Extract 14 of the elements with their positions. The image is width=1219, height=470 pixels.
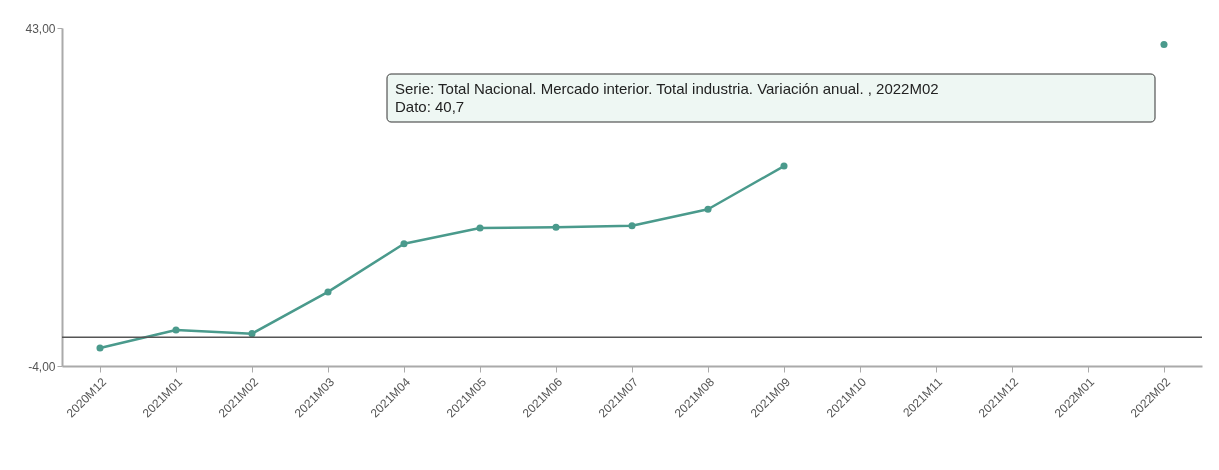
y-tick-label: 43,00 bbox=[25, 21, 56, 36]
point bbox=[780, 162, 788, 170]
point bbox=[96, 344, 104, 352]
point bbox=[324, 288, 332, 296]
point bbox=[552, 223, 560, 231]
y-tick-label: -4,00 bbox=[28, 359, 56, 374]
point bbox=[248, 330, 256, 338]
point bbox=[1160, 41, 1168, 49]
point bbox=[704, 205, 712, 213]
annotation: Serie: Total Nacional. Mercado interior. Total industria. Variación anual. , 2022M02 Dato: 40,7 bbox=[395, 80, 939, 115]
point bbox=[172, 326, 180, 334]
point bbox=[476, 224, 484, 232]
point bbox=[400, 240, 408, 248]
point bbox=[628, 222, 636, 230]
